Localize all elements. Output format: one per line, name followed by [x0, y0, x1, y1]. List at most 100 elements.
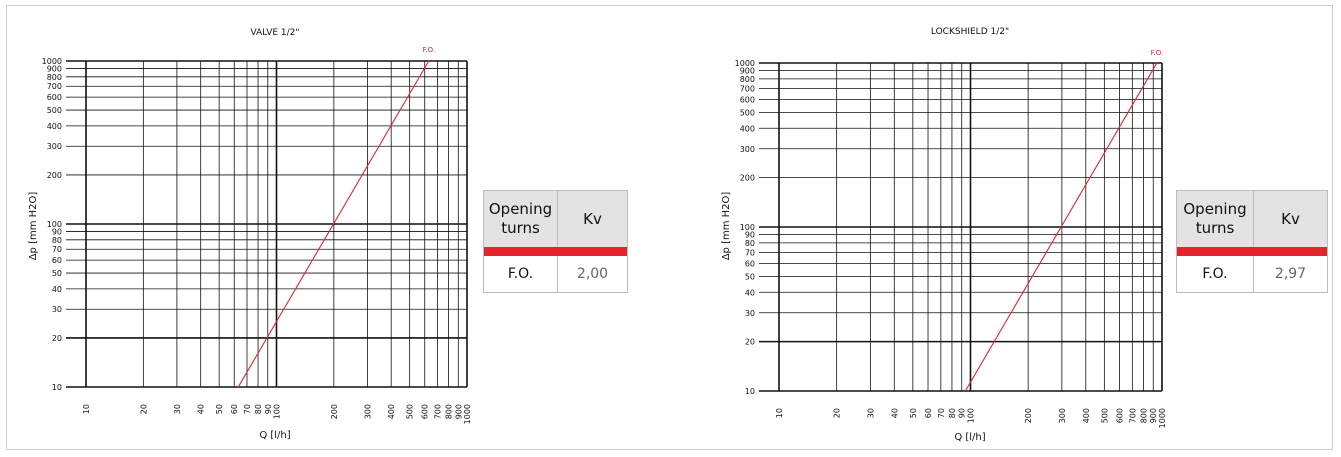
y-tick-label: 500 — [47, 106, 62, 115]
x-tick-label: 600 — [1116, 408, 1125, 423]
x-tick-label: 700 — [433, 404, 442, 419]
chart-0: VALVE 1/2"102030405060708090100200300400… — [28, 28, 472, 441]
x-tick-label: 1000 — [463, 404, 472, 424]
kv-table-row: F.O. 2,00 — [484, 256, 627, 292]
x-tick-label: 600 — [421, 404, 430, 419]
chart-title: LOCKSHIELD 1/2" — [931, 27, 1009, 37]
header-kv: Kv — [558, 191, 627, 247]
y-tick-label: 20 — [745, 338, 755, 347]
y-tick-label: 80 — [52, 236, 62, 245]
y-tick-label: 50 — [52, 269, 62, 278]
x-tick-label: 10 — [775, 408, 784, 418]
kv-table-header: Opening turns Kv — [484, 191, 627, 247]
series-line-fo — [964, 62, 1158, 392]
kv-table-row: F.O. 2,97 — [1177, 256, 1327, 292]
x-tick-label: 30 — [173, 404, 182, 414]
y-tick-label: 70 — [52, 245, 62, 254]
series-label-fo: F.O. — [422, 46, 435, 54]
red-band — [1177, 247, 1327, 256]
series-label-fo: F.O. — [1151, 49, 1164, 57]
y-tick-label: 90 — [52, 227, 62, 236]
y-tick-label: 700 — [740, 84, 755, 93]
kv-table-lockshield: Opening turns Kv F.O. 2,97 — [1176, 190, 1328, 293]
y-tick-label: 200 — [740, 174, 755, 183]
x-tick-label: 800 — [1139, 408, 1148, 423]
y-tick-label: 10 — [52, 383, 62, 392]
y-tick-label: 30 — [745, 309, 755, 318]
x-tick-label: 700 — [1128, 408, 1137, 423]
row-opening: F.O. — [484, 256, 558, 292]
y-tick-label: 300 — [47, 142, 62, 151]
x-tick-label: 1000 — [1158, 408, 1167, 428]
y-tick-label: 900 — [47, 64, 62, 73]
grid — [759, 62, 1163, 392]
y-axis-label: Δp [mm H2O] — [28, 192, 39, 261]
y-tick-label: 40 — [52, 285, 62, 294]
x-tick-label: 50 — [215, 404, 224, 414]
y-tick-label: 400 — [740, 124, 755, 133]
y-tick-label: 80 — [745, 239, 755, 248]
x-tick-label: 60 — [924, 408, 933, 418]
x-tick-label: 90 — [264, 404, 273, 414]
x-tick-label: 30 — [866, 408, 875, 418]
y-tick-label: 20 — [52, 334, 62, 343]
y-tick-label: 600 — [47, 93, 62, 102]
y-tick-label: 600 — [740, 95, 755, 104]
x-tick-label: 70 — [243, 404, 252, 414]
red-band — [484, 247, 627, 256]
y-tick-label: 800 — [47, 73, 62, 82]
x-tick-label: 60 — [230, 404, 239, 414]
x-tick-label: 800 — [445, 404, 454, 419]
x-tick-label: 20 — [833, 408, 842, 418]
y-tick-label: 700 — [47, 82, 62, 91]
x-tick-label: 300 — [1058, 408, 1067, 423]
chart-1: LOCKSHIELD 1/2"1020304050607080901002003… — [721, 27, 1167, 443]
x-tick-label: 100 — [273, 404, 282, 419]
x-tick-label: 10 — [82, 404, 91, 414]
x-tick-label: 400 — [1082, 408, 1091, 423]
row-kv-value: 2,97 — [1274, 266, 1307, 282]
x-tick-label: 80 — [254, 404, 263, 414]
chart-title: VALVE 1/2" — [250, 28, 299, 38]
x-tick-label: 500 — [1100, 408, 1109, 423]
y-tick-label: 1000 — [42, 57, 62, 66]
grid — [66, 60, 468, 388]
series-line-fo — [237, 60, 430, 388]
y-tick-label: 500 — [740, 108, 755, 117]
y-tick-label: 100 — [740, 223, 755, 232]
opening-turns-label: Opening turns — [488, 200, 553, 237]
row-opening: F.O. — [1177, 256, 1254, 292]
x-tick-label: 70 — [937, 408, 946, 418]
y-tick-label: 60 — [52, 256, 62, 265]
y-tick-label: 900 — [740, 67, 755, 76]
header-opening-turns: Opening turns — [1177, 191, 1254, 247]
x-tick-label: 200 — [330, 404, 339, 419]
x-tick-label: 50 — [909, 408, 918, 418]
y-tick-label: 800 — [740, 75, 755, 84]
kv-table-valve: Opening turns Kv F.O. 2,00 — [483, 190, 628, 293]
y-tick-label: 400 — [47, 122, 62, 131]
x-tick-label: 80 — [948, 408, 957, 418]
x-tick-label: 40 — [197, 404, 206, 414]
x-tick-label: 500 — [406, 404, 415, 419]
y-tick-label: 70 — [745, 248, 755, 257]
header-opening-turns: Opening turns — [484, 191, 558, 247]
y-tick-label: 90 — [745, 231, 755, 240]
y-tick-label: 200 — [47, 171, 62, 180]
y-tick-label: 50 — [745, 272, 755, 281]
y-tick-label: 10 — [745, 387, 755, 396]
kv-label: Kv — [1281, 209, 1300, 228]
y-tick-label: 300 — [740, 145, 755, 154]
x-tick-label: 40 — [890, 408, 899, 418]
x-tick-label: 900 — [1149, 408, 1158, 423]
y-tick-label: 40 — [745, 288, 755, 297]
x-tick-label: 20 — [139, 404, 148, 414]
y-tick-label: 1000 — [735, 59, 755, 68]
opening-turns-label: Opening turns — [1183, 200, 1247, 237]
y-tick-label: 30 — [52, 305, 62, 314]
x-tick-label: 900 — [454, 404, 463, 419]
y-tick-label: 60 — [745, 259, 755, 268]
x-axis-label: Q [l/h] — [954, 432, 985, 443]
x-tick-label: 90 — [958, 408, 967, 418]
